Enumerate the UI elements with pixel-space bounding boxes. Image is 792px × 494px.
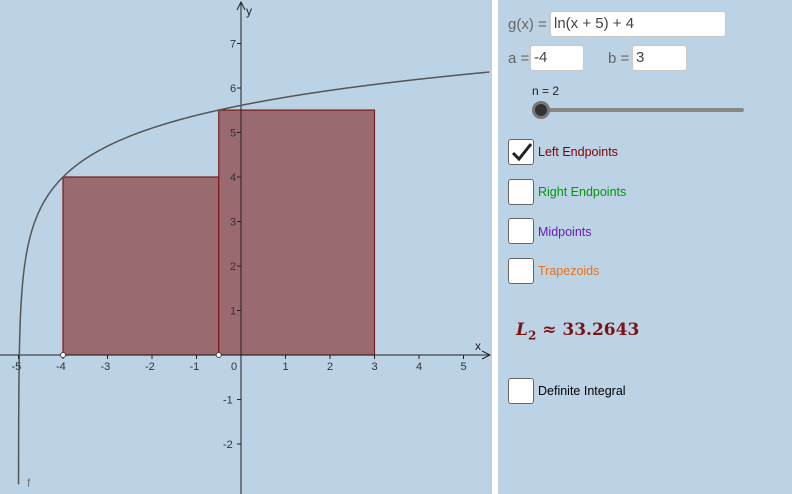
right-endpoints-checkbox[interactable] [508, 179, 534, 205]
x-tick-label: 1 [283, 361, 289, 373]
left-endpoints-checkbox[interactable] [508, 139, 534, 165]
y-tick-label: 1 [230, 306, 236, 318]
a-input[interactable]: -4 [530, 45, 584, 71]
x-axis-label: x [475, 339, 481, 353]
function-curve[interactable] [17, 71, 490, 485]
y-axis-arrow-icon [236, 0, 246, 11]
n-slider-track[interactable] [541, 108, 744, 112]
left-endpoints-label[interactable]: Left Endpoints [538, 145, 618, 159]
checkmark-icon [511, 143, 533, 162]
b-label: b = [608, 50, 630, 67]
definite-integral-checkbox[interactable] [508, 378, 534, 404]
x-tick-label: 3 [372, 361, 378, 373]
x-tick-label: 2 [327, 361, 333, 373]
graph-view[interactable]: -5 -4 -3 -2 -1 0 1 2 3 4 5 -2 -1 1 2 3 4 5 6 7 x y f [0, 0, 492, 494]
midpoints-checkbox[interactable] [508, 218, 534, 244]
x-tick-label: 0 [231, 361, 237, 373]
control-panel: g(x) = ln(x + 5) + 4 a = -4 b = 3 n = 2 … [498, 0, 792, 494]
x-tick-label: -2 [145, 361, 155, 373]
y-tick-label: 3 [230, 217, 236, 229]
n-slider-handle[interactable] [532, 101, 550, 119]
x-tick-label: -1 [190, 361, 200, 373]
x-tick-label: -4 [56, 361, 66, 373]
x-tick-label: 5 [461, 361, 467, 373]
x-tick-label: 4 [416, 361, 422, 373]
axes [0, 0, 492, 494]
y-tick-label: -1 [223, 395, 233, 407]
partition-point [60, 352, 66, 358]
b-input[interactable]: 3 [632, 45, 687, 71]
y-tick-label: 4 [230, 172, 236, 184]
function-label: f [27, 476, 31, 490]
g-input[interactable]: ln(x + 5) + 4 [550, 11, 726, 37]
right-endpoints-label[interactable]: Right Endpoints [538, 185, 627, 199]
definite-integral-label[interactable]: Definite Integral [538, 384, 626, 398]
x-axis-arrow-icon [481, 350, 492, 360]
riemann-rectangle-2 [218, 109, 376, 356]
trapezoids-checkbox[interactable] [508, 258, 534, 284]
y-axis-label: y [246, 4, 252, 18]
y-tick-label: 2 [230, 261, 236, 273]
y-tick-label: 5 [230, 128, 236, 140]
result-symbol: L [516, 320, 528, 340]
y-tick-label: -2 [223, 439, 233, 451]
y-tick-label: 7 [230, 39, 236, 51]
a-label: a = [508, 50, 530, 67]
result-subscript: 2 [527, 328, 537, 343]
partition-point [215, 352, 222, 358]
y-tick-label: 6 [230, 83, 236, 95]
riemann-sum-result: L2 ≈ 33.2643 [516, 320, 639, 342]
panel-divider[interactable] [492, 0, 498, 494]
midpoints-label[interactable]: Midpoints [538, 225, 592, 239]
trapezoids-label[interactable]: Trapezoids [538, 264, 600, 278]
n-slider-label: n = 2 [532, 84, 560, 98]
x-tick-label: -5 [12, 361, 22, 373]
riemann-rectangle-1 [62, 176, 220, 356]
x-tick-label: -3 [101, 361, 111, 373]
result-value: ≈ 33.2643 [542, 320, 640, 340]
g-label: g(x) = [508, 16, 547, 33]
